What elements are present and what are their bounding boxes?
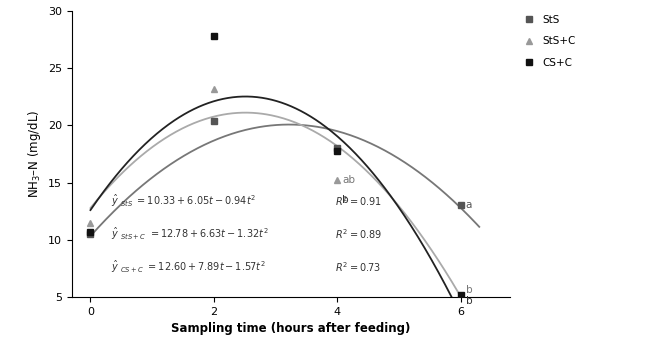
Text: $R^2 = 0.73$: $R^2 = 0.73$ bbox=[335, 260, 381, 274]
X-axis label: Sampling time (hours after feeding): Sampling time (hours after feeding) bbox=[171, 323, 411, 335]
Legend: StS, StS+C, CS+C: StS, StS+C, CS+C bbox=[515, 11, 580, 72]
Text: $R^2 = 0.91$: $R^2 = 0.91$ bbox=[335, 194, 382, 208]
Text: $\hat{y}$ $_{\mathit{StS+C}}$ $= 12.78 + 6.63t - 1.32t^2$: $\hat{y}$ $_{\mathit{StS+C}}$ $= 12.78 +… bbox=[111, 226, 269, 242]
Text: b: b bbox=[342, 195, 349, 205]
Text: a: a bbox=[466, 200, 472, 211]
Text: ab: ab bbox=[342, 175, 355, 185]
Text: b: b bbox=[466, 296, 472, 306]
Text: $\hat{y}$ $_{\mathit{StS}}$ $= 10.33 + 6.05t - 0.94t^2$: $\hat{y}$ $_{\mathit{StS}}$ $= 10.33 + 6… bbox=[111, 193, 256, 209]
Text: b: b bbox=[466, 285, 472, 295]
Y-axis label: NH$_3$–N (mg/dL): NH$_3$–N (mg/dL) bbox=[26, 110, 43, 198]
Text: $\hat{y}$ $_{\mathit{CS+C}}$ $= 12.60 + 7.89t - 1.57t^2$: $\hat{y}$ $_{\mathit{CS+C}}$ $= 12.60 + … bbox=[111, 259, 266, 275]
Text: $R^2 = 0.89$: $R^2 = 0.89$ bbox=[335, 227, 382, 241]
